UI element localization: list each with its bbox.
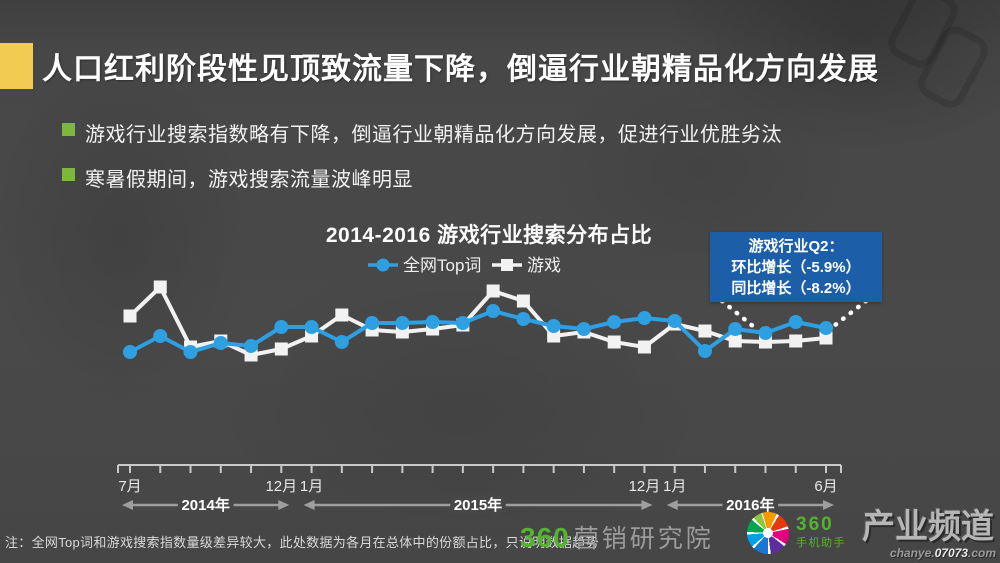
year-span-label: 2014年: [181, 496, 229, 514]
chart-title: 2014-2016 游戏行业搜索分布占比: [325, 224, 653, 247]
x-tick-label: 7月: [118, 478, 141, 495]
data-point-marker: [123, 309, 137, 323]
year-span-label: 2016年: [726, 496, 774, 514]
page-title: 人口红利阶段性见顶致流量下降，倒逼行业朝精品化方向发展: [42, 53, 879, 86]
watermark: 产业频道 chanye.07073.com: [860, 510, 996, 560]
callout-line: 环比增长（-5.9%）: [731, 258, 861, 276]
data-point-marker: [183, 345, 198, 359]
bullet-marker: [62, 123, 75, 136]
bullet-marker: [62, 168, 75, 181]
data-point-marker: [516, 312, 531, 326]
x-axis: [117, 464, 842, 473]
data-point-marker: [547, 329, 561, 343]
watermark-url: chanye.07073.com: [889, 546, 996, 560]
year-span-label: 2015年: [454, 496, 502, 514]
year-span-arrow: 2016年: [666, 492, 834, 518]
bullet-item: 寒暑假期间，游戏搜索流量波峰明显: [62, 163, 413, 192]
legend-label: 全网Top词: [403, 256, 481, 275]
data-point-marker: [637, 311, 652, 325]
data-point-marker: [819, 321, 833, 335]
legend-marker: [501, 259, 513, 271]
data-point-marker: [455, 316, 470, 330]
data-point-marker: [486, 284, 500, 298]
data-point-marker: [607, 335, 621, 349]
data-point-marker: [123, 345, 137, 359]
assistant-suffix-text: 手机助手: [796, 537, 846, 549]
x-tick-label: 1月: [663, 478, 686, 495]
data-point-marker: [213, 336, 228, 350]
bullet-text: 寒暑假期间，游戏搜索流量波峰明显: [85, 169, 413, 191]
data-point-marker: [274, 320, 289, 334]
bullet-item: 游戏行业搜索指数略有下降，倒逼行业朝精品化方向发展，促进行业优胜劣汰: [62, 118, 782, 147]
data-point-marker: [335, 308, 349, 322]
data-point-marker: [395, 316, 410, 330]
callout-line: 同比增长（-8.2%）: [731, 279, 861, 297]
data-point-marker: [819, 331, 833, 345]
data-point-marker: [153, 329, 168, 343]
year-span-arrow: 2014年: [122, 492, 290, 518]
x-tick-label: 12月: [265, 478, 297, 495]
data-point-marker: [788, 315, 803, 329]
data-point-marker: [728, 334, 742, 348]
data-point-marker: [667, 314, 682, 328]
data-point-marker: [789, 334, 803, 348]
series-top-words: [123, 304, 833, 359]
footnote: 注：全网Top词和游戏搜索指数量级差异较大，此处数据为各月在总体中的份额占比，只…: [5, 535, 599, 550]
data-point-marker: [304, 320, 319, 334]
x-tick-label: 1月: [300, 478, 323, 495]
year-span-arrow: 2015年: [303, 492, 653, 518]
data-point-marker: [758, 326, 773, 340]
data-point-marker: [153, 280, 167, 294]
research-suffix-text: 营销研究院: [573, 525, 714, 553]
data-point-marker: [697, 344, 712, 358]
data-point-marker: [576, 322, 591, 336]
logo-360-assistant: 360 手机助手: [796, 515, 846, 549]
data-point-marker: [637, 340, 651, 354]
brand-360-text: 360: [520, 522, 570, 553]
callout-pointer-lines: [719, 298, 869, 332]
legend-marker: [376, 258, 390, 272]
data-point-marker: [698, 324, 712, 338]
callout-box: 游戏行业Q2： 环比增长（-5.9%） 同比增长（-8.2%）: [710, 232, 882, 302]
watermark-title: 产业频道: [862, 508, 994, 546]
chart-legend: 全网Top词 游戏: [368, 256, 561, 275]
data-point-marker: [365, 316, 380, 330]
logo-360-research: 360 营销研究院: [520, 519, 714, 555]
data-point-marker: [516, 294, 530, 308]
data-point-marker: [546, 319, 561, 333]
legend-label: 游戏: [527, 256, 561, 275]
bullet-text: 游戏行业搜索指数略有下降，倒逼行业朝精品化方向发展，促进行业优胜劣汰: [85, 124, 782, 146]
title-accent-bar: [0, 43, 33, 89]
data-point-marker: [425, 315, 440, 329]
data-point-marker: [728, 322, 743, 336]
data-point-marker: [274, 342, 288, 356]
brand-360-text: 360: [796, 514, 834, 535]
x-tick-label: 6月: [814, 478, 837, 495]
data-point-marker: [244, 339, 259, 353]
data-point-marker: [486, 304, 501, 318]
data-point-marker: [607, 315, 622, 329]
callout-line: 游戏行业Q2：: [748, 237, 844, 255]
x-tick-label: 12月: [629, 478, 661, 495]
data-point-marker: [334, 335, 349, 349]
